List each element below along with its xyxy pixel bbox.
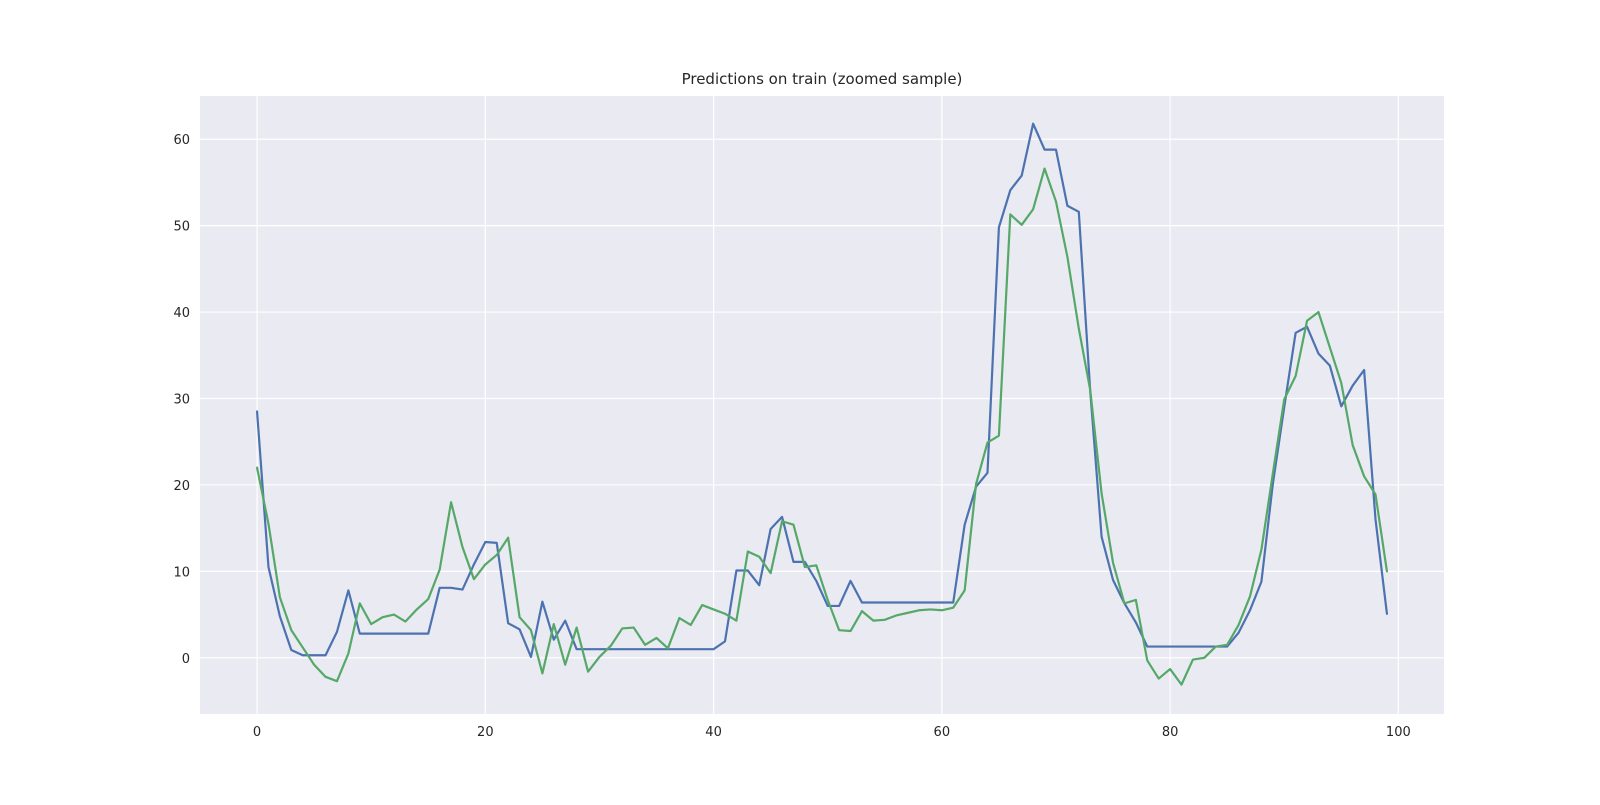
chart-title: Predictions on train (zoomed sample)	[682, 70, 963, 88]
series-lines	[255, 122, 1389, 686]
y-tick-label: 10	[173, 565, 190, 580]
y-tick-label: 60	[173, 133, 190, 148]
x-tick-label: 20	[477, 725, 494, 740]
x-tick-label: 60	[934, 725, 951, 740]
x-tick-label: 0	[253, 725, 261, 740]
y-tick-label: 20	[173, 479, 190, 494]
y-tick-label: 50	[173, 220, 190, 235]
plot-area	[200, 96, 1444, 714]
x-tick-label: 80	[1162, 725, 1179, 740]
y-grid-lines	[200, 138, 1444, 659]
x-axis-tick-labels: 0 20 40 60 80 100	[253, 725, 1411, 740]
x-tick-label: 100	[1386, 725, 1411, 740]
y-tick-label: 30	[173, 393, 190, 408]
x-grid-lines	[256, 96, 1399, 714]
x-tick-label: 40	[705, 725, 722, 740]
y-tick-label: 0	[182, 652, 190, 667]
y-axis-tick-labels: 0 10 20 30 40 50 60	[173, 133, 190, 667]
y-tick-label: 40	[173, 306, 190, 321]
series-line-1	[255, 122, 1389, 659]
series-line-2	[255, 167, 1389, 686]
